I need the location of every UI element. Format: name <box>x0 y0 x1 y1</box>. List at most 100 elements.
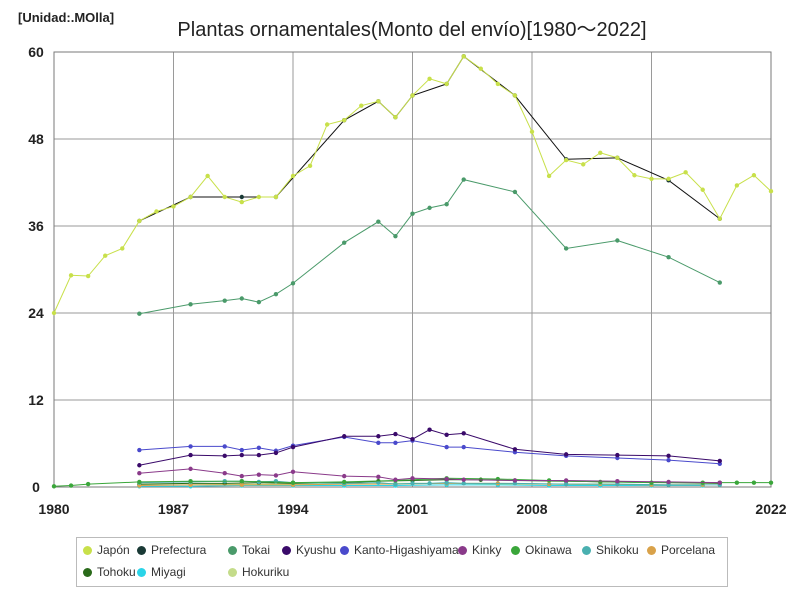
data-point-jap-n <box>700 187 705 192</box>
legend-item-kinky: Kinky <box>458 543 501 557</box>
legend-item-kyushu: Kyushu <box>282 543 336 557</box>
legend-item-porcelana: Porcelana <box>647 543 715 557</box>
data-point-okinawa <box>751 480 757 485</box>
data-point-kanto-higashiyama <box>444 444 449 450</box>
legend-label: Hokuriku <box>242 565 290 579</box>
data-point-kinky <box>342 473 347 479</box>
x-tick-label: 2001 <box>397 501 428 517</box>
series-kyushu <box>137 427 722 468</box>
data-point-jap-n <box>290 173 296 179</box>
data-point-jap-n <box>51 310 57 316</box>
data-point-okinawa <box>342 479 347 485</box>
legend-label: Kyushu <box>296 543 337 557</box>
data-point-kinky <box>563 478 569 483</box>
data-point-shikoku <box>393 481 398 487</box>
data-point-jap-n <box>717 216 722 221</box>
data-point-jap-n <box>239 199 244 205</box>
data-point-jap-n <box>666 176 671 182</box>
data-point-kyushu <box>239 452 244 458</box>
data-point-jap-n <box>768 189 774 194</box>
series-layer <box>51 54 774 489</box>
data-point-kinky <box>666 479 671 485</box>
series-line-kanto-higashiyama <box>139 436 720 465</box>
data-point-jap-n <box>376 99 381 104</box>
legend-label: Kinky <box>472 543 502 557</box>
legend-marker-icon <box>83 567 92 577</box>
data-point-tokai <box>512 189 518 195</box>
legend-marker-icon <box>83 545 92 555</box>
data-point-jap-n <box>171 204 176 209</box>
x-tick-label: 2015 <box>636 501 667 517</box>
data-point-jap-n <box>137 218 142 224</box>
legend-label: Japón <box>97 543 130 557</box>
data-point-jap-n <box>461 54 466 59</box>
legend-item-tohoku: Tohoku <box>83 565 136 579</box>
data-point-jap-n <box>68 273 74 278</box>
data-point-jap-n <box>120 246 125 251</box>
data-point-kanto-higashiyama <box>256 445 262 451</box>
data-point-kinky <box>239 473 244 479</box>
legend-item-hokuriku: Hokuriku <box>228 565 289 579</box>
data-point-jap-n <box>478 66 483 71</box>
series-line-tokai <box>139 179 721 315</box>
data-point-jap-n <box>103 253 108 258</box>
data-point-okinawa <box>51 484 57 489</box>
legend-label: Tokai <box>242 543 271 557</box>
plot-frame <box>53 51 772 488</box>
data-point-kyushu <box>188 452 193 458</box>
data-point-tokai <box>444 202 449 207</box>
data-point-okinawa <box>239 479 244 484</box>
data-point-okinawa <box>85 481 91 487</box>
data-point-tokai <box>188 302 193 307</box>
data-point-tokai <box>239 296 244 301</box>
data-point-jap-n <box>563 157 569 163</box>
legend-marker-icon <box>282 545 291 555</box>
data-point-okinawa <box>188 479 193 484</box>
data-point-jap-n <box>342 117 347 123</box>
data-point-okinawa <box>734 480 740 485</box>
series-kinky <box>137 466 722 485</box>
data-point-okinawa <box>768 480 774 485</box>
data-point-okinawa <box>649 480 654 485</box>
x-tick-label: 1994 <box>277 501 308 517</box>
data-point-kinky <box>188 466 193 472</box>
data-point-jap-n <box>188 194 193 200</box>
data-point-kanto-higashiyama <box>188 444 193 449</box>
data-point-tokai <box>461 177 466 182</box>
data-point-jap-n <box>529 129 535 134</box>
legend-label: Shikoku <box>596 543 639 557</box>
data-point-kyushu <box>444 432 449 437</box>
data-point-jap-n <box>734 183 740 188</box>
data-point-kinky <box>717 480 722 485</box>
data-point-jap-n <box>615 155 620 161</box>
data-point-jap-n <box>632 173 637 178</box>
data-point-jap-n <box>581 162 586 167</box>
legend-label: Prefectura <box>151 543 207 557</box>
series-line-kinky <box>139 468 720 484</box>
legend-marker-icon <box>458 545 467 555</box>
data-point-kinky <box>512 478 518 483</box>
data-point-jap-n <box>683 170 688 175</box>
series-kanto-higashiyama <box>137 434 722 466</box>
data-point-kanto-higashiyama <box>376 440 381 445</box>
data-point-jap-n <box>324 122 330 127</box>
data-point-tokai <box>410 211 415 216</box>
data-point-shikoku <box>444 480 449 485</box>
legend: Japón Prefectura Tokai Kyushu Kanto-Higashiy… <box>76 537 728 587</box>
unit-label: [Unidad:.MOlla] <box>18 10 115 25</box>
x-tick-label: 2008 <box>516 501 547 517</box>
data-point-tokai <box>615 238 620 243</box>
data-point-tokai <box>427 205 432 211</box>
legend-marker-icon <box>647 545 656 555</box>
data-point-shikoku <box>563 481 569 487</box>
data-point-kyushu <box>137 463 142 468</box>
data-point-jap-n <box>495 81 501 87</box>
x-tick-label: 1987 <box>158 501 189 517</box>
data-point-jap-n <box>307 163 313 169</box>
data-point-kyushu <box>461 431 466 436</box>
data-point-kyushu <box>666 453 671 459</box>
data-point-kyushu <box>342 434 347 439</box>
y-tick-label: 0 <box>32 479 40 495</box>
data-point-kyushu <box>512 447 518 452</box>
y-tick-label: 48 <box>28 131 44 147</box>
